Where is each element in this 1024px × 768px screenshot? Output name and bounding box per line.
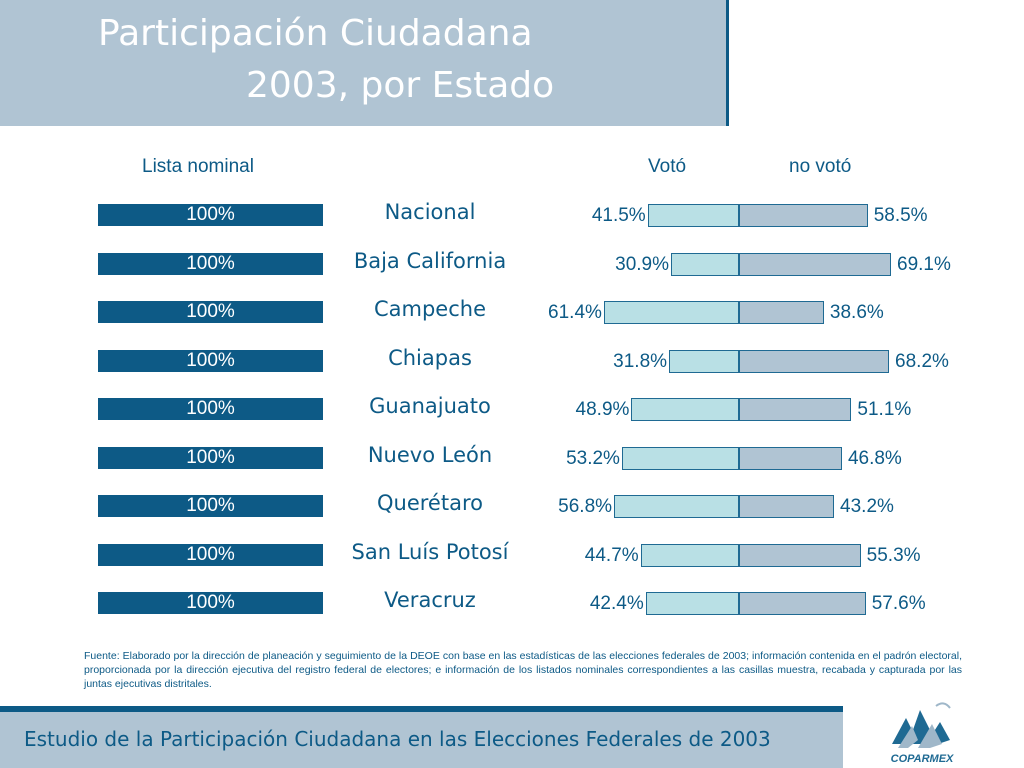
no-voto-value-label: 46.8% bbox=[847, 448, 902, 469]
voto-value-label: 61.4% bbox=[548, 302, 602, 323]
no-voto-value-label: 69.1% bbox=[897, 254, 951, 275]
voto-bar bbox=[621, 447, 739, 470]
voto-value-label: 41.5% bbox=[591, 205, 646, 226]
column-header-no-voto: no votó bbox=[789, 156, 852, 177]
voto-bar bbox=[631, 398, 739, 421]
no-voto-value-label: 55.3% bbox=[866, 545, 921, 566]
state-label: Baja California bbox=[353, 249, 507, 273]
state-label: Veracruz bbox=[384, 588, 476, 612]
no-voto-bar bbox=[739, 398, 852, 421]
voto-bar bbox=[640, 544, 739, 567]
svg-text:COPARMEX: COPARMEX bbox=[891, 753, 954, 765]
nominal-bar: 100% bbox=[98, 350, 323, 372]
page-title-line-1: Participación Ciudadana bbox=[98, 13, 533, 54]
no-voto-value-label: 68.2% bbox=[895, 351, 949, 372]
no-voto-value-label: 51.1% bbox=[857, 399, 912, 420]
header-band bbox=[0, 0, 726, 126]
no-voto-bar bbox=[739, 544, 861, 567]
voto-value-label: 56.8% bbox=[558, 496, 613, 517]
voto-value-label: 31.8% bbox=[613, 351, 668, 372]
voto-value-label: 44.7% bbox=[584, 545, 639, 566]
source-note: Fuente: Elaborado por la dirección de pl… bbox=[84, 650, 962, 690]
voto-value-label: 42.4% bbox=[589, 593, 644, 614]
column-header-nominal: Lista nominal bbox=[142, 156, 254, 177]
no-voto-bar bbox=[739, 592, 866, 615]
no-voto-bar bbox=[739, 350, 890, 373]
no-voto-value-label: 58.5% bbox=[873, 205, 928, 226]
voto-value-label: 30.9% bbox=[615, 254, 670, 275]
nominal-bar: 100% bbox=[98, 495, 323, 517]
nominal-bar: 100% bbox=[98, 398, 323, 420]
state-label: Nuevo León bbox=[367, 443, 493, 467]
state-label: Querétaro bbox=[377, 491, 483, 515]
nominal-bar: 100% bbox=[98, 447, 323, 469]
state-label: Campeche bbox=[373, 297, 486, 321]
footer-divider bbox=[0, 706, 843, 712]
state-label: Chiapas bbox=[388, 346, 472, 370]
no-voto-bar bbox=[739, 204, 868, 227]
nominal-bar: 100% bbox=[98, 544, 323, 566]
voto-bar bbox=[614, 495, 739, 518]
no-voto-value-label: 38.6% bbox=[829, 302, 884, 323]
page-title-line-2: 2003, por Estado bbox=[246, 65, 555, 106]
state-label: Guanajuato bbox=[369, 394, 491, 418]
voto-bar bbox=[671, 253, 739, 276]
no-voto-bar bbox=[739, 495, 835, 518]
voto-bar bbox=[603, 301, 739, 324]
voto-bar bbox=[645, 592, 739, 615]
nominal-bar: 100% bbox=[98, 592, 323, 614]
no-voto-bar bbox=[739, 253, 892, 276]
header-divider bbox=[726, 0, 729, 126]
footer-title: Estudio de la Participación Ciudadana en… bbox=[24, 727, 771, 751]
coparmex-logo-icon: COPARMEX bbox=[891, 702, 954, 765]
nominal-bar: 100% bbox=[98, 253, 323, 275]
nominal-bar: 100% bbox=[98, 204, 323, 226]
nominal-bar: 100% bbox=[98, 301, 323, 323]
no-voto-bar bbox=[739, 301, 824, 324]
state-label: Nacional bbox=[384, 200, 476, 224]
no-voto-value-label: 57.6% bbox=[871, 593, 926, 614]
voto-value-label: 53.2% bbox=[566, 448, 620, 469]
no-voto-bar bbox=[739, 447, 842, 470]
state-label: San Luís Potosí bbox=[351, 540, 509, 564]
column-header-voto: Votó bbox=[648, 156, 687, 177]
footer-band bbox=[0, 712, 843, 768]
voto-bar bbox=[647, 204, 739, 227]
voto-bar bbox=[669, 350, 739, 373]
no-voto-value-label: 43.2% bbox=[840, 496, 894, 517]
voto-value-label: 48.9% bbox=[575, 399, 630, 420]
